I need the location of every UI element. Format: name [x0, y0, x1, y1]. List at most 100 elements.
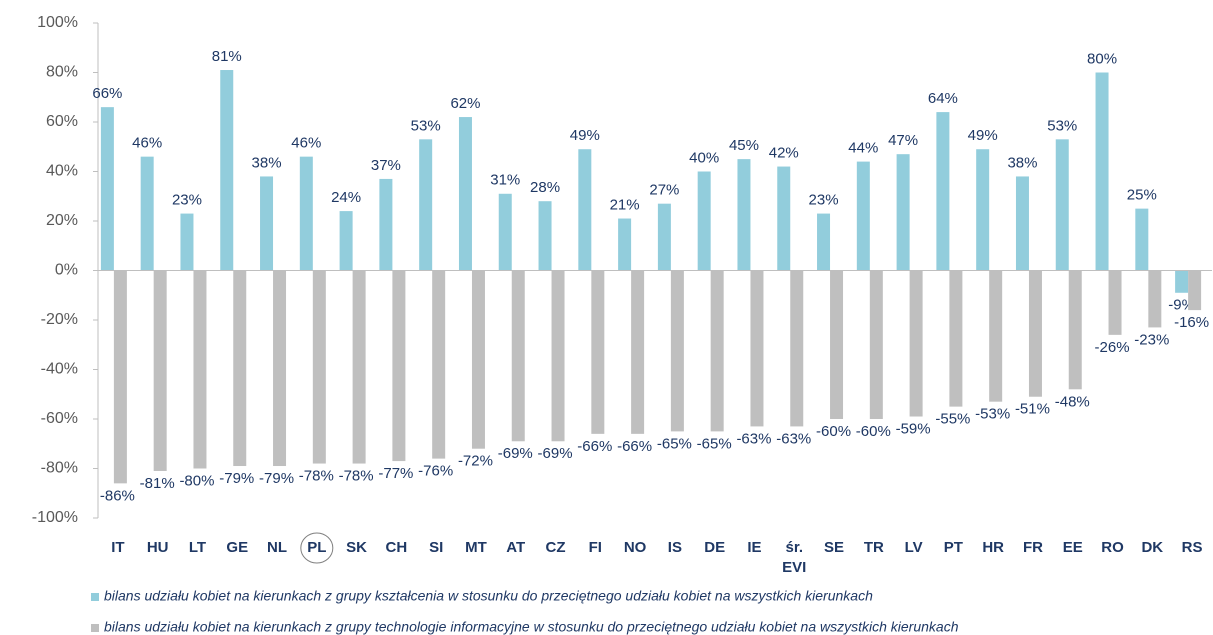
bar: [551, 270, 565, 442]
x-tick-label: śr. EVI: [782, 539, 807, 576]
data-label: 38%: [1007, 154, 1037, 171]
data-label: -51%: [1015, 401, 1050, 418]
x-tick-label-box: DE: [704, 539, 725, 556]
legend-swatch: [91, 624, 99, 632]
x-tick-label-box: PL: [307, 539, 326, 556]
data-label: -79%: [219, 470, 254, 487]
x-tick-label-box: RO: [1101, 539, 1124, 556]
bar: [591, 270, 605, 434]
x-tick-label: RS: [1181, 539, 1203, 556]
data-label: -81%: [140, 475, 175, 492]
x-tick-label-box: CH: [385, 539, 408, 556]
data-label: 24%: [331, 189, 361, 206]
bar: [140, 156, 154, 271]
bar: [697, 171, 711, 271]
data-label: 21%: [610, 196, 640, 213]
x-tick-label: GE: [226, 539, 249, 556]
x-tick-label: IT: [111, 539, 125, 556]
bar: [100, 107, 114, 271]
bar: [392, 270, 406, 462]
data-label: -63%: [776, 430, 811, 447]
x-tick-label: IE: [747, 539, 762, 556]
y-tick-label: -80%: [41, 460, 78, 477]
highlight-circle: [300, 532, 334, 564]
data-label: 31%: [490, 172, 520, 189]
x-tick-label: SI: [429, 539, 444, 556]
bar: [233, 270, 247, 467]
x-tick-label-box: MT: [465, 539, 487, 556]
data-label: 49%: [570, 127, 600, 144]
bar: [670, 270, 684, 432]
data-label: -60%: [856, 423, 891, 440]
x-tick-label-box: IE: [747, 539, 762, 556]
data-label: 28%: [530, 179, 560, 196]
bar: [737, 159, 751, 271]
x-tick-label-box: SE: [824, 539, 844, 556]
y-tick-label: 80%: [46, 64, 78, 81]
x-tick-label: IS: [667, 539, 682, 556]
x-tick-label: CZ: [545, 539, 566, 556]
data-label: 53%: [411, 117, 441, 134]
data-label: -86%: [100, 487, 135, 504]
data-label: 46%: [132, 135, 162, 152]
x-tick-label: PT: [943, 539, 963, 556]
y-tick-label: 60%: [46, 113, 78, 130]
bar: [432, 270, 446, 459]
bar: [578, 149, 592, 271]
bar: [538, 201, 552, 271]
x-tick-label: SK: [346, 539, 368, 556]
data-label: 62%: [450, 95, 480, 112]
bar: [1068, 270, 1082, 390]
y-tick-label: 40%: [46, 163, 78, 180]
x-tick-label: EE: [1062, 539, 1083, 556]
data-label: 53%: [1047, 117, 1077, 134]
x-tick-label-box: CZ: [545, 539, 566, 556]
x-tick-label-box: SK: [346, 539, 368, 556]
bar: [936, 112, 950, 271]
x-tick-label: FR: [1022, 539, 1043, 556]
bar: [1015, 176, 1029, 271]
data-label: -23%: [1134, 331, 1169, 348]
x-tick-label: TR: [863, 539, 884, 556]
data-label: -55%: [935, 411, 970, 428]
y-tick-label: 20%: [46, 212, 78, 229]
bar: [618, 218, 632, 271]
data-label: -16%: [1174, 314, 1209, 331]
x-tick-label-box: HR: [982, 539, 1004, 556]
data-label: -65%: [657, 435, 692, 452]
x-tick-label: HU: [146, 539, 169, 556]
bar: [153, 270, 167, 471]
bar: [869, 270, 883, 419]
bar: [976, 149, 990, 271]
x-tick-label-box: IT: [111, 539, 125, 556]
data-label: -66%: [617, 438, 652, 455]
data-label: 23%: [172, 192, 202, 209]
data-label: -53%: [975, 406, 1010, 423]
data-label: -59%: [896, 420, 931, 437]
data-label: 27%: [649, 182, 679, 199]
x-tick-label: CH: [385, 539, 408, 556]
data-label: -69%: [538, 445, 573, 462]
y-tick-label: -100%: [32, 509, 78, 526]
data-label: -48%: [1055, 393, 1090, 410]
bar: [220, 70, 234, 271]
bar: [1108, 270, 1122, 335]
bar: [352, 270, 366, 464]
legend-label: bilans udziału kobiet na kierunkach z gr…: [104, 588, 873, 604]
bar: [113, 270, 127, 484]
bar: [790, 270, 804, 427]
x-tick-label-box: EE: [1062, 539, 1083, 556]
bar: [1028, 270, 1042, 397]
data-label: -77%: [378, 465, 413, 482]
x-tick-label: LT: [188, 539, 207, 556]
bar: [657, 203, 671, 271]
x-tick-label-box: GE: [226, 539, 249, 556]
bar: [856, 161, 870, 271]
bar: [1055, 139, 1069, 271]
bar: [193, 270, 207, 469]
data-label: 38%: [252, 154, 282, 171]
bar: [1135, 208, 1149, 271]
data-label: -63%: [736, 430, 771, 447]
data-label: 47%: [888, 132, 918, 149]
